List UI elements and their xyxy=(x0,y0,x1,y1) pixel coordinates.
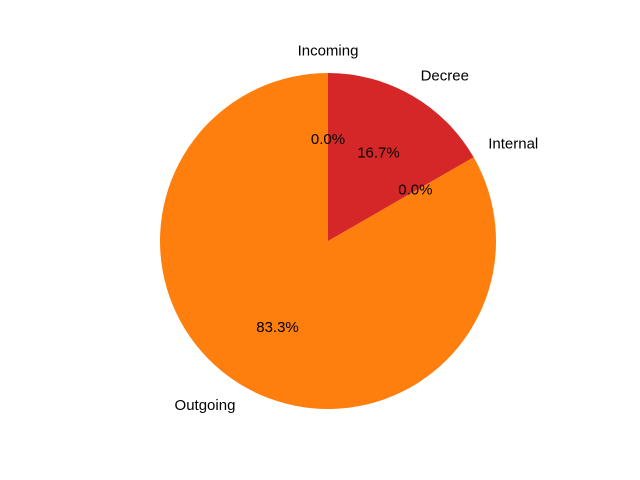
pie-slice-outgoing xyxy=(160,73,497,409)
pie-label-decree: Decree xyxy=(421,68,469,85)
pie-label-incoming: Incoming xyxy=(298,43,359,60)
pie-label-internal: Internal xyxy=(488,135,538,152)
labels-layer: Incoming 0.0% Outgoing 83.3% Internal 0.0% Dec… xyxy=(175,43,539,414)
pie-percent-decree: 16.7% xyxy=(357,145,400,162)
pie-slice-decree xyxy=(328,72,474,241)
pie-percent-outgoing: 83.3% xyxy=(256,319,299,336)
slices-layer xyxy=(160,72,497,409)
pie-percent-incoming: 0.0% xyxy=(311,131,345,148)
pie-percent-internal: 0.0% xyxy=(398,182,432,199)
pie-label-outgoing: Outgoing xyxy=(175,397,236,414)
